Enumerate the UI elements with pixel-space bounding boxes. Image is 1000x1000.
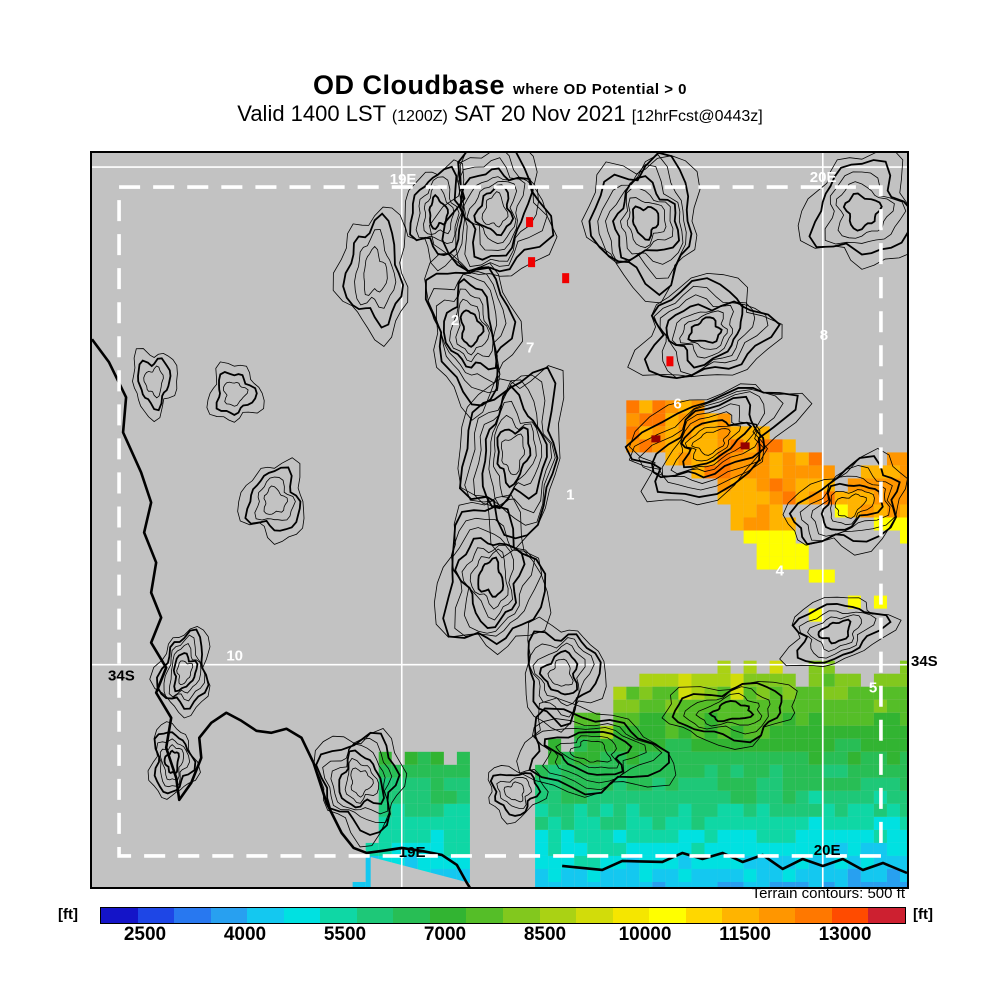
unit-label-right: [ft] [913, 906, 933, 923]
colorbar [100, 907, 906, 924]
domain-boundary-dashed [117, 185, 883, 858]
terrain-contour-note: Terrain contours: 500 ft [751, 885, 905, 902]
colorbar-tick: 4000 [223, 924, 267, 945]
site-label-4: 4 [776, 563, 785, 580]
high-cloudbase-spots [526, 217, 750, 450]
site-label-7: 7 [526, 339, 534, 356]
colorbar-tick: 11500 [719, 924, 771, 945]
gridlabel-20e-bottom: 20E [814, 842, 841, 859]
terrain-contours [132, 153, 907, 848]
site-label-10: 10 [226, 648, 243, 665]
zulu-time: (1200Z) [391, 108, 448, 126]
header: OD Cloudbase where OD Potential > 0 Valid… [0, 70, 1000, 127]
gridlabel-34s-left: 34S [108, 668, 135, 685]
forecast-run: [12hrFcst@0443z] [631, 108, 763, 126]
unit-label-left: [ft] [58, 906, 78, 923]
map-labels: 19E 20E 34S 19E 20E 2 7 8 6 1 4 10 5 [108, 169, 877, 861]
colorbar-labels: 2500 4000 5500 7000 8500 10000 11500 130… [100, 924, 906, 950]
site-label-8: 8 [820, 327, 828, 344]
forecast-map: 19E 20E 34S 19E 20E 2 7 8 6 1 4 10 5 [90, 151, 909, 889]
valid-time: Valid 1400 LST [237, 101, 386, 127]
gridlabel-19e-top: 19E [390, 171, 417, 188]
valid-time-line: Valid 1400 LST (1200Z) SAT 20 Nov 2021 [… [0, 101, 1000, 127]
gridlabel-34s-right: 34S [911, 653, 938, 670]
valid-date: SAT 20 Nov 2021 [453, 101, 626, 127]
colorbar-tick: 10000 [618, 924, 672, 945]
map-canvas: 19E 20E 34S 19E 20E 2 7 8 6 1 4 10 5 [92, 153, 907, 887]
sea-wedge [370, 856, 470, 887]
gridlabel-19e-bottom: 19E [399, 844, 426, 861]
gridlabel-20e-top: 20E [810, 169, 837, 186]
colorbar-tick: 5500 [323, 924, 367, 945]
site-label-6: 6 [673, 395, 681, 412]
title-main: OD Cloudbase [313, 70, 506, 100]
page-title: OD Cloudbase where OD Potential > 0 [0, 70, 1000, 100]
title-qualifier: where OD Potential > 0 [513, 81, 687, 98]
site-label-2: 2 [451, 312, 459, 329]
site-label-5: 5 [869, 680, 877, 697]
colorbar-tick: 13000 [818, 924, 872, 945]
colorbar-tick: 7000 [423, 924, 467, 945]
colorbar-tick: 2500 [123, 924, 167, 945]
colorbar-tick: 8500 [523, 924, 567, 945]
coastline [92, 338, 907, 887]
site-label-1: 1 [566, 486, 574, 503]
